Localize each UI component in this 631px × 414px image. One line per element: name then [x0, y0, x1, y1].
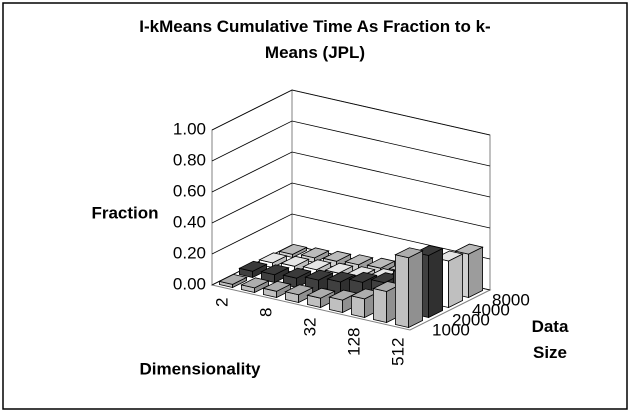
x-axis-title: Dimensionality	[140, 359, 261, 378]
chart-title: I-kMeans Cumulative Time As Fraction to …	[139, 17, 491, 62]
bar-side	[468, 246, 484, 299]
bar-top	[284, 284, 314, 296]
bar-top	[366, 257, 396, 269]
y-tick-label: 0.60	[173, 181, 206, 200]
bar-top	[262, 280, 292, 292]
bar-top	[348, 271, 378, 283]
grid-line	[211, 213, 491, 260]
bar-top	[240, 277, 270, 289]
grid-line	[211, 120, 491, 167]
bar-top	[306, 287, 336, 299]
z-axis-title: Data Size	[531, 317, 569, 362]
bar-top	[238, 260, 268, 272]
x-tick-label: 128	[344, 328, 363, 356]
bar-top	[326, 271, 356, 283]
bar-top	[324, 262, 354, 274]
z-tick-label: 4000	[472, 300, 510, 319]
y-tick-label: 0.00	[173, 274, 206, 293]
bar-side	[448, 253, 464, 309]
grid-line	[211, 89, 491, 136]
z-tick-label: 1000	[432, 320, 470, 339]
bar-top	[322, 250, 352, 262]
y-tick-label: 0.20	[173, 243, 206, 262]
bar-side	[408, 250, 424, 329]
grid-line	[211, 151, 491, 198]
bar-top	[258, 252, 288, 264]
x-tick-label: 32	[300, 318, 319, 337]
bar-top	[218, 273, 248, 285]
grid-line	[211, 182, 491, 229]
bar-top	[282, 267, 312, 279]
z-tick-label: 2000	[452, 310, 490, 329]
bar-top	[454, 243, 484, 255]
bar-top	[394, 247, 424, 259]
y-tick-label: 0.80	[173, 150, 206, 169]
y-axis-title: Fraction	[91, 203, 158, 222]
bar-front	[372, 287, 388, 324]
z-tick-label: 8000	[492, 290, 530, 309]
bar-top	[278, 243, 308, 255]
bar-front	[394, 254, 410, 329]
bar-top	[260, 264, 290, 276]
bar-top	[302, 259, 332, 271]
bar-top	[304, 269, 334, 281]
y-tick-label: 1.00	[173, 119, 206, 138]
x-tick-label: 512	[388, 338, 407, 366]
bar-side	[428, 247, 444, 319]
bar-top	[344, 254, 374, 266]
bar-front	[350, 295, 366, 319]
x-tick-label: 8	[256, 308, 275, 317]
bar-top	[300, 247, 330, 259]
x-tick-label: 2	[212, 298, 231, 307]
bar-top	[280, 255, 310, 267]
y-tick-label: 0.40	[173, 212, 206, 231]
